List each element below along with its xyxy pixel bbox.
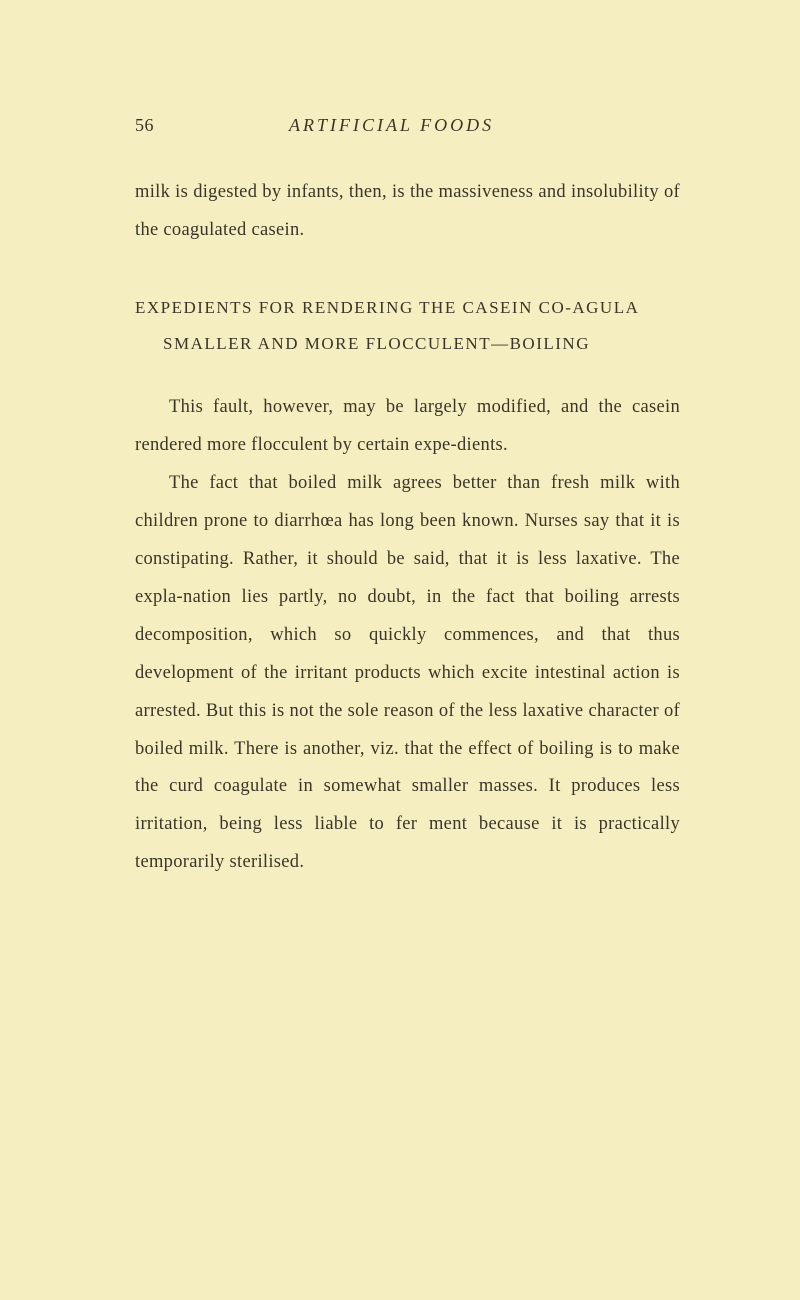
intro-paragraph: milk is digested by infants, then, is th… [135,174,680,250]
running-title: ARTIFICIAL FOODS [289,115,494,136]
body-paragraph-1: This fault, however, may be largely modi… [135,389,680,465]
page-header: 56 ARTIFICIAL FOODS [135,115,680,136]
page-number: 56 [135,115,154,136]
body-paragraph-2: The fact that boiled milk agrees better … [135,465,680,882]
section-heading: EXPEDIENTS FOR RENDERING THE CASEIN CO-A… [135,290,680,361]
